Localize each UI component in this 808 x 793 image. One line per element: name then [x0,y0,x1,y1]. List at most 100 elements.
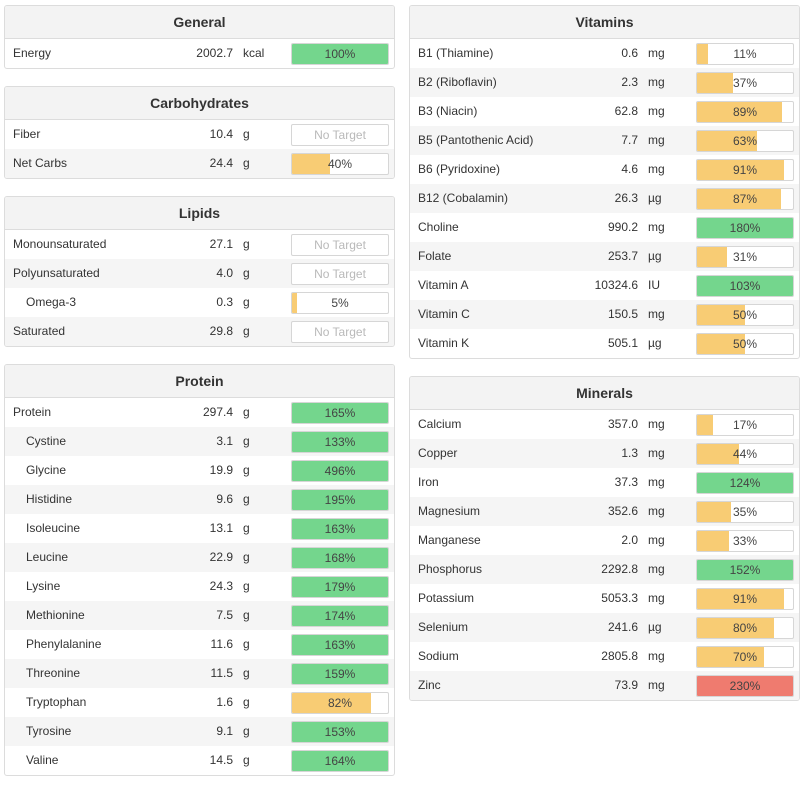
nutrient-unit: mg [648,475,665,489]
nutrient-amount: 990.2 [607,220,638,234]
target-progress-bar: 100% [291,43,389,65]
target-percent: 91% [732,592,758,606]
target-progress-fill [292,751,388,771]
target-progress-fill [697,247,727,267]
nutrient-row-cystine[interactable]: Cystine 3.1 g 133% [5,427,394,456]
target-percent: 40% [327,157,353,171]
nutrient-row-sodium[interactable]: Sodium 2805.8 mg 70% [410,642,799,671]
target-percent: No Target [314,238,366,252]
nutrient-row-copper[interactable]: Copper 1.3 mg 44% [410,439,799,468]
general-rows: Energy 2002.7 kcal 100% [5,39,394,68]
target-progress-bar: 91% [696,159,794,181]
nutrient-unit: mg [648,162,665,176]
nutrient-unit: µg [648,249,662,263]
target-progress-bar: 163% [291,634,389,656]
nutrient-row-vitamin-k[interactable]: Vitamin K 505.1 µg 50% [410,329,799,358]
nutrient-name: Lysine [26,579,61,593]
target-progress-bar: 195% [291,489,389,511]
general-panel: General Energy 2002.7 kcal 100% [4,5,395,69]
nutrient-row-phosphorus[interactable]: Phosphorus 2292.8 mg 152% [410,555,799,584]
target-progress-fill [697,618,774,638]
nutrient-name: Isoleucine [26,521,81,535]
vitamins-rows: B1 (Thiamine) 0.6 mg 11% B2 (Riboflavin) 2.3 m… [410,39,799,358]
nutrient-row-fiber[interactable]: Fiber 10.4 g No Target [5,120,394,149]
nutrient-name: Energy [13,46,52,60]
nutrient-name: Valine [26,753,59,767]
target-progress-bar: 230% [696,675,794,697]
nutrient-row-b1-thiamine[interactable]: B1 (Thiamine) 0.6 mg 11% [410,39,799,68]
nutrient-name: B12 (Cobalamin) [418,191,509,205]
nutrient-amount: 26.3 [614,191,638,205]
nutrient-row-protein[interactable]: Protein 297.4 g 165% [5,398,394,427]
nutrient-unit: mg [648,678,665,692]
nutrient-unit: mg [648,417,665,431]
target-progress-bar: 89% [696,101,794,123]
nutrient-row-manganese[interactable]: Manganese 2.0 mg 33% [410,526,799,555]
nutrient-row-vitamin-a[interactable]: Vitamin A 10324.6 IU 103% [410,271,799,300]
target-percent: 152% [729,563,761,577]
lipids-panel: Lipids Monounsaturated 27.1 g No Target Polyu… [4,196,395,347]
nutrient-unit: g [243,521,250,535]
nutrient-row-isoleucine[interactable]: Isoleucine 13.1 g 163% [5,514,394,543]
nutrient-row-valine[interactable]: Valine 14.5 g 164% [5,746,394,775]
nutrient-row-leucine[interactable]: Leucine 22.9 g 168% [5,543,394,572]
nutrient-amount: 2.3 [621,75,638,89]
nutrient-amount: 352.6 [607,504,638,518]
nutrient-row-lysine[interactable]: Lysine 24.3 g 179% [5,572,394,601]
nutrient-row-choline[interactable]: Choline 990.2 mg 180% [410,213,799,242]
nutrient-unit: mg [648,591,665,605]
nutrient-name: Glycine [26,463,67,477]
target-percent: 11% [733,47,757,61]
nutrient-unit: g [243,550,250,564]
target-percent: 63% [732,134,758,148]
nutrient-row-energy[interactable]: Energy 2002.7 kcal 100% [5,39,394,68]
nutrient-row-threonine[interactable]: Threonine 11.5 g 159% [5,659,394,688]
nutrient-row-b12-cobalamin[interactable]: B12 (Cobalamin) 26.3 µg 87% [410,184,799,213]
target-progress-fill [697,189,781,209]
nutrient-amount: 14.5 [209,753,233,767]
target-percent: 163% [324,638,356,652]
target-progress-fill [697,676,793,696]
nutrient-amount: 9.6 [216,492,233,506]
nutrient-row-iron[interactable]: Iron 37.3 mg 124% [410,468,799,497]
target-progress-bar: 11% [696,43,794,65]
nutrient-row-magnesium[interactable]: Magnesium 352.6 mg 35% [410,497,799,526]
nutrient-row-saturated[interactable]: Saturated 29.8 g No Target [5,317,394,346]
nutrient-unit: g [243,753,250,767]
nutrient-row-potassium[interactable]: Potassium 5053.3 mg 91% [410,584,799,613]
nutrient-row-vitamin-c[interactable]: Vitamin C 150.5 mg 50% [410,300,799,329]
minerals-rows: Calcium 357.0 mg 17% Copper 1.3 mg 44% Iron 37.3 m… [410,410,799,700]
nutrient-row-tryptophan[interactable]: Tryptophan 1.6 g 82% [5,688,394,717]
nutrient-row-tyrosine[interactable]: Tyrosine 9.1 g 153% [5,717,394,746]
target-percent: 164% [324,754,356,768]
target-percent: 496% [324,464,356,478]
target-progress-bar: No Target [291,321,389,343]
nutrient-row-glycine[interactable]: Glycine 19.9 g 496% [5,456,394,485]
nutrient-row-monounsaturated[interactable]: Monounsaturated 27.1 g No Target [5,230,394,259]
nutrient-unit: g [243,666,250,680]
target-progress-fill [292,548,388,568]
nutrient-row-polyunsaturated[interactable]: Polyunsaturated 4.0 g No Target [5,259,394,288]
nutrient-row-b3-niacin[interactable]: B3 (Niacin) 62.8 mg 89% [410,97,799,126]
nutrient-row-zinc[interactable]: Zinc 73.9 mg 230% [410,671,799,700]
nutrient-row-b5-pantothenic-acid[interactable]: B5 (Pantothenic Acid) 7.7 mg 63% [410,126,799,155]
general-panel-title: General [5,6,394,39]
nutrient-name: Vitamin K [418,336,470,350]
nutrient-row-net-carbs[interactable]: Net Carbs 24.4 g 40% [5,149,394,178]
target-percent: 44% [732,447,758,461]
nutrient-name: Magnesium [418,504,481,518]
nutrient-row-calcium[interactable]: Calcium 357.0 mg 17% [410,410,799,439]
nutrient-row-phenylalanine[interactable]: Phenylalanine 11.6 g 163% [5,630,394,659]
nutrient-row-b6-pyridoxine[interactable]: B6 (Pyridoxine) 4.6 mg 91% [410,155,799,184]
target-percent: 70% [732,650,758,664]
nutrient-unit: g [243,463,250,477]
nutrient-unit: kcal [243,46,265,60]
nutrient-row-omega-3[interactable]: Omega-3 0.3 g 5% [5,288,394,317]
nutrient-row-folate[interactable]: Folate 253.7 µg 31% [410,242,799,271]
nutrient-row-selenium[interactable]: Selenium 241.6 µg 80% [410,613,799,642]
nutrient-row-b2-riboflavin[interactable]: B2 (Riboflavin) 2.3 mg 37% [410,68,799,97]
nutrient-row-histidine[interactable]: Histidine 9.6 g 195% [5,485,394,514]
nutrient-amount: 11.5 [210,666,233,680]
carbohydrates-rows: Fiber 10.4 g No Target Net Carbs 24.4 g 40% [5,120,394,178]
nutrient-row-methionine[interactable]: Methionine 7.5 g 174% [5,601,394,630]
